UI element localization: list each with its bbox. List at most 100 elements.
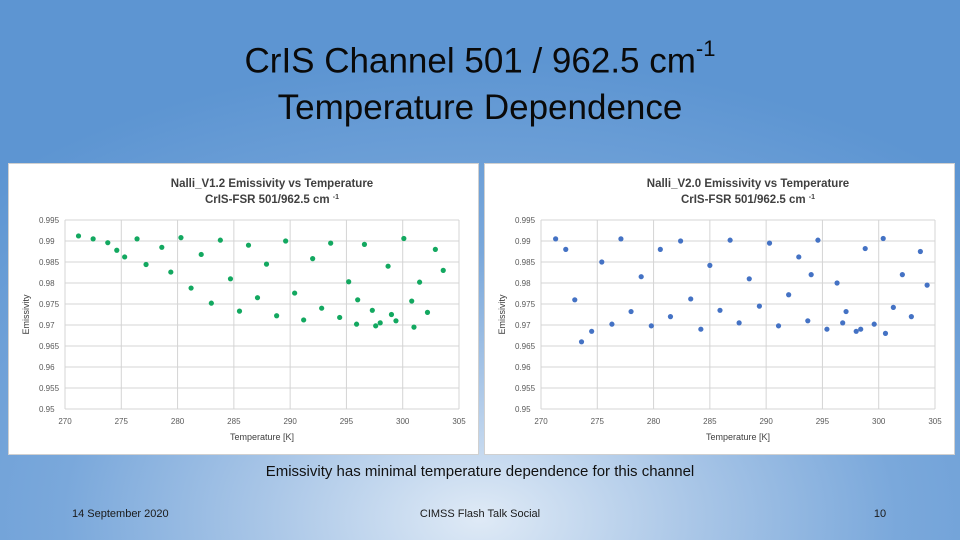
data-point (824, 326, 830, 332)
data-point (727, 237, 733, 243)
x-tick-label: 270 (58, 417, 72, 426)
data-point (609, 321, 615, 327)
y-tick-label: 0.975 (515, 300, 536, 309)
data-point (310, 256, 316, 262)
y-tick-label: 0.98 (515, 279, 531, 288)
data-point (805, 318, 811, 324)
y-tick-label: 0.985 (39, 258, 60, 267)
data-point (227, 276, 234, 282)
data-point (385, 263, 391, 269)
data-point (388, 311, 395, 318)
x-tick-label: 305 (452, 417, 466, 426)
data-point (236, 308, 243, 314)
y-tick-label: 0.995 (515, 216, 536, 225)
data-point (292, 290, 298, 296)
y-tick-label: 0.99 (515, 237, 531, 246)
x-tick-label: 290 (759, 417, 773, 426)
y-tick-label: 0.96 (39, 363, 55, 372)
y-tick-label: 0.965 (515, 342, 536, 351)
data-point (134, 236, 140, 242)
data-point (657, 246, 663, 252)
data-point (432, 246, 438, 252)
chart-subtitle-text: CrIS-FSR 501/962.5 cm (681, 194, 809, 206)
data-point (908, 314, 914, 320)
data-point (599, 259, 605, 265)
data-point (353, 321, 360, 327)
data-point (198, 251, 204, 258)
chart-panel-v2-0: Nalli_V2.0 Emissivity vs Temperature CrIS… (484, 163, 955, 455)
data-point (871, 321, 877, 327)
data-point (178, 235, 184, 241)
emissivity-chart-v2-0: Nalli_V2.0 Emissivity vs Temperature CrIS… (497, 178, 942, 442)
data-point (409, 298, 415, 304)
data-point (618, 236, 624, 242)
data-point (717, 307, 723, 313)
data-point (775, 323, 782, 329)
data-point (361, 241, 368, 247)
y-tick-label: 0.95 (515, 405, 531, 414)
data-point (746, 276, 752, 282)
footer-date: 14 September 2020 (72, 508, 169, 520)
y-tick-label: 0.955 (515, 384, 536, 393)
x-tick-label: 270 (534, 417, 548, 426)
data-point (667, 314, 674, 320)
title-text: CrIS Channel 501 / 962.5 cm (244, 41, 696, 81)
y-tick-label: 0.97 (39, 321, 55, 330)
data-point (417, 279, 423, 285)
data-point (796, 254, 802, 260)
data-point (283, 238, 289, 244)
title-line-2: Temperature Dependence (277, 87, 683, 127)
data-point (880, 235, 886, 242)
data-point (924, 282, 930, 288)
x-tick-label: 275 (115, 417, 129, 426)
data-point (698, 326, 704, 332)
data-point (677, 238, 684, 244)
data-point (168, 269, 174, 275)
x-axis-label: Temperature [K] (706, 432, 770, 442)
x-tick-label: 290 (283, 417, 297, 426)
data-point (578, 339, 585, 345)
data-point (143, 261, 149, 268)
data-point (862, 245, 868, 252)
data-point (75, 233, 82, 239)
y-tick-label: 0.97 (515, 321, 531, 330)
data-point (319, 305, 325, 311)
x-tick-label: 295 (816, 417, 830, 426)
data-point (553, 236, 559, 242)
y-tick-label: 0.965 (39, 342, 60, 351)
data-point (301, 317, 307, 323)
data-point (337, 314, 343, 321)
x-axis-label: Temperature [K] (230, 432, 294, 442)
x-tick-label: 295 (340, 417, 354, 426)
x-tick-label: 285 (227, 417, 241, 426)
data-point (122, 254, 128, 260)
data-point (638, 274, 644, 280)
data-point (736, 320, 742, 326)
y-tick-label: 0.98 (39, 279, 55, 288)
data-point (834, 280, 840, 286)
data-point (890, 304, 896, 310)
data-point (346, 279, 352, 285)
data-point (917, 248, 923, 255)
data-point (369, 307, 375, 313)
data-point (648, 323, 654, 329)
data-point (411, 324, 417, 330)
y-tick-label: 0.955 (39, 384, 60, 393)
y-axis-label: Emissivity (497, 294, 507, 334)
y-tick-label: 0.985 (515, 258, 536, 267)
data-point (188, 285, 194, 291)
data-point (377, 320, 383, 326)
title-line-1: CrIS Channel 501 / 962.5 cm-1 (0, 30, 960, 85)
data-point (766, 240, 773, 246)
chart-title: Nalli_V2.0 Emissivity vs Temperature (647, 178, 849, 190)
footer-page-number: 10 (873, 508, 887, 520)
chart-subtitle: CrIS-FSR 501/962.5 cm -1 (205, 194, 339, 206)
y-tick-label: 0.96 (515, 363, 531, 372)
data-point (688, 296, 694, 302)
x-tick-label: 285 (703, 417, 717, 426)
y-tick-label: 0.99 (39, 237, 55, 246)
title-superscript: -1 (695, 36, 716, 61)
slide-title: CrIS Channel 501 / 962.5 cm-1 Temperatur… (0, 30, 960, 131)
x-tick-label: 280 (647, 417, 661, 426)
data-point (393, 318, 399, 324)
